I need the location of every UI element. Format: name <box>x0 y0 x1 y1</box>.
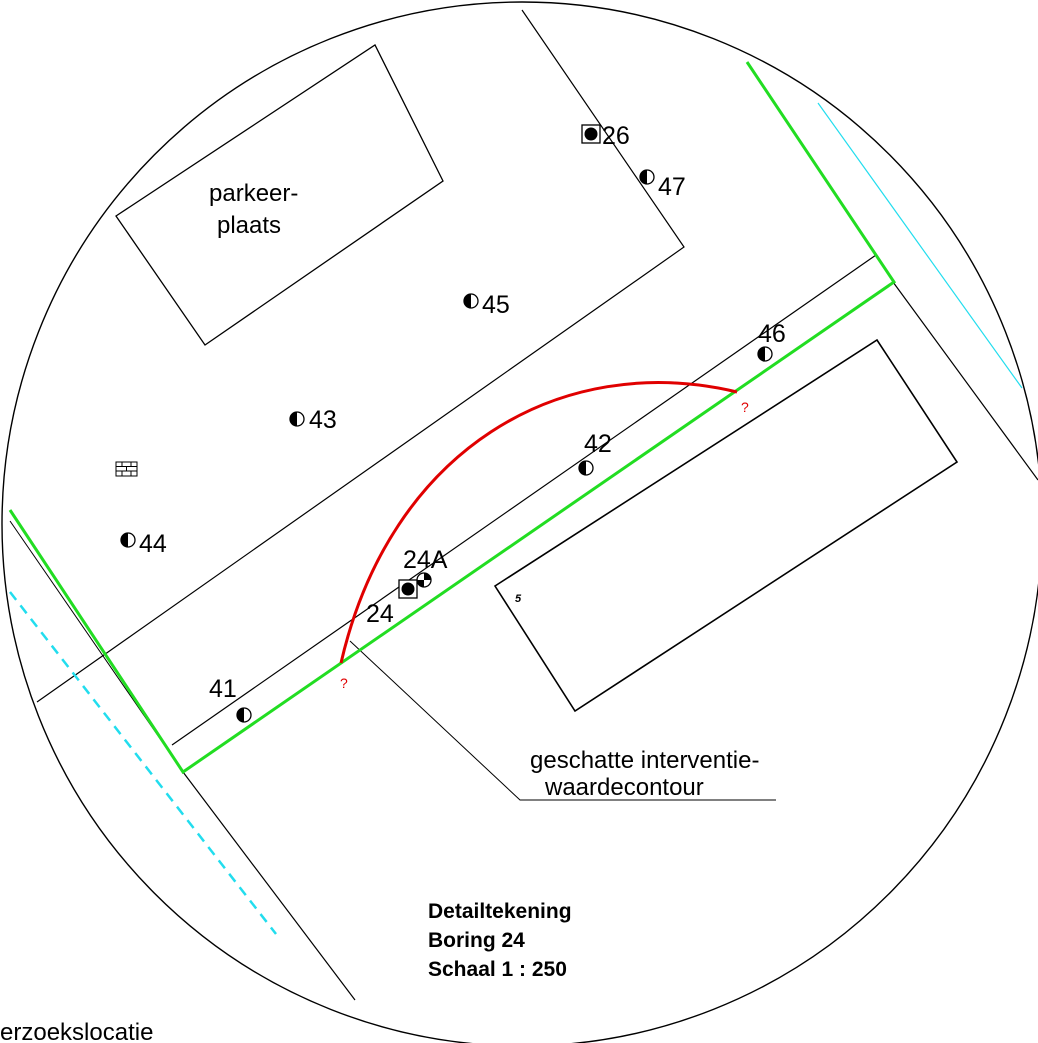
title-line-2: Boring 24 <box>428 929 525 952</box>
building-number: 5 <box>515 593 522 605</box>
boxed-filled-circle-icon <box>581 124 601 144</box>
site-boundary <box>8 61 897 775</box>
borehole-46[interactable]: 46 <box>757 320 786 362</box>
borehole-24-label: 24 <box>366 600 394 628</box>
borehole-24a-label: 24A <box>403 546 448 574</box>
contour-label-line2: waardecontour <box>544 774 704 801</box>
parking-lot-outline <box>115 44 444 346</box>
road-edge-south-west <box>182 771 356 1001</box>
water-line-west-dashed <box>9 591 277 935</box>
road-edge-east <box>892 281 1038 481</box>
half-filled-circle-icon <box>757 346 773 362</box>
borehole-43[interactable]: 43 <box>289 406 337 434</box>
borehole-43-label: 43 <box>309 406 337 434</box>
contour-end-unknown-east: ? <box>741 399 749 415</box>
title-line-3: Schaal 1 : 250 <box>428 958 567 981</box>
half-filled-circle-icon <box>578 460 594 476</box>
half-filled-circle-icon <box>236 707 252 723</box>
half-filled-circle-icon <box>639 169 655 185</box>
borehole-45[interactable]: 45 <box>463 291 510 319</box>
building-5-outline <box>493 338 959 713</box>
boxed-filled-circle-icon <box>398 579 418 599</box>
borehole-24a[interactable]: 24A <box>403 546 448 588</box>
borehole-47-label: 47 <box>658 173 686 201</box>
contour-end-unknown-west: ? <box>340 675 348 691</box>
borehole-24[interactable]: 24 <box>366 579 418 628</box>
half-filled-circle-icon <box>463 293 479 309</box>
brick-icon <box>115 461 138 477</box>
water-line-east <box>817 102 1023 389</box>
borehole-46-label: 46 <box>758 320 786 348</box>
borehole-44-label: 44 <box>139 530 167 558</box>
borehole-44[interactable]: 44 <box>120 530 167 558</box>
location-label: erzoekslocatie <box>0 1019 153 1043</box>
road-edge-north <box>36 9 685 703</box>
borehole-26-label: 26 <box>602 122 630 150</box>
map-content <box>8 9 1038 1001</box>
contour-leader-line <box>349 640 776 801</box>
parking-label-line1: parkeer- <box>209 180 298 207</box>
quartered-circle-icon <box>416 572 432 588</box>
borehole-45-label: 45 <box>482 291 510 319</box>
borehole-42-label: 42 <box>584 430 612 458</box>
title-line-1: Detailtekening <box>428 900 572 923</box>
borehole-26[interactable]: 26 <box>581 122 630 150</box>
half-filled-circle-icon <box>120 532 136 548</box>
contour-label-line1: geschatte interventie- <box>530 747 759 774</box>
intervention-contour <box>339 381 738 664</box>
borehole-41[interactable]: 41 <box>209 675 252 723</box>
borehole-41-label: 41 <box>209 675 237 703</box>
borehole-47[interactable]: 47 <box>639 169 686 201</box>
borehole-42[interactable]: 42 <box>578 430 612 476</box>
parking-label-line2: plaats <box>217 212 281 239</box>
strip-line-north <box>171 254 877 746</box>
half-filled-circle-icon <box>289 411 305 427</box>
